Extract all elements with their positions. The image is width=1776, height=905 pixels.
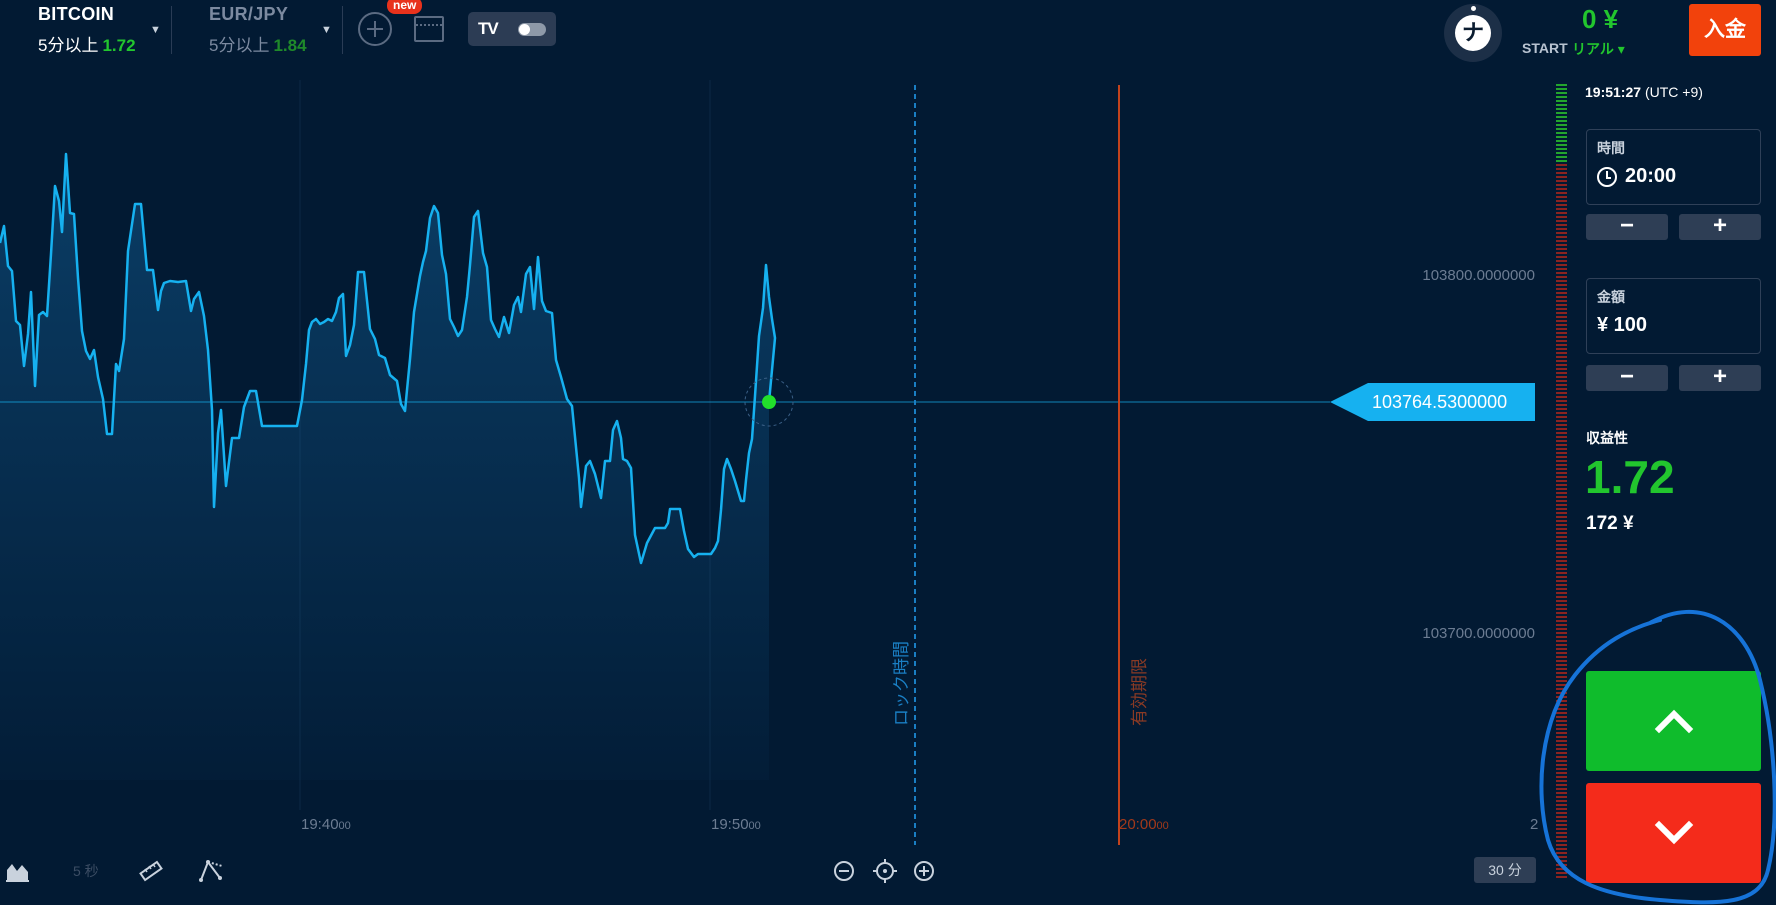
- profitability-value: 1.72: [1585, 451, 1675, 503]
- account-type-select[interactable]: リアル ▾: [1572, 41, 1625, 57]
- drawing-tool-icon[interactable]: [198, 858, 224, 884]
- toggle-switch[interactable]: [518, 23, 546, 36]
- divider: [171, 6, 172, 54]
- deposit-button[interactable]: 入金: [1689, 4, 1761, 56]
- chart-type-icon[interactable]: [6, 860, 30, 882]
- price-axis-label: 103800.0000000: [1422, 267, 1535, 284]
- asset-name: BITCOIN: [38, 4, 115, 24]
- interval-select[interactable]: 5 秒: [73, 863, 99, 879]
- profit-amount: 172 ¥: [1586, 513, 1634, 534]
- amount-decrease-button[interactable]: −: [1586, 365, 1668, 391]
- status-dot: [1471, 6, 1476, 11]
- account-level: START: [1522, 40, 1568, 56]
- chevron-down-icon[interactable]: ▼: [321, 24, 332, 36]
- asset-duration: 5分以上 1.72: [38, 36, 136, 55]
- zoom-out-icon[interactable]: [833, 860, 855, 882]
- clock-icon: [1597, 167, 1617, 187]
- sentiment-bar-bullish: [1556, 84, 1567, 164]
- zoom-in-icon[interactable]: [913, 860, 935, 882]
- timeframe-select[interactable]: 30 分: [1474, 857, 1536, 883]
- time-field[interactable]: 時間 20:00: [1586, 129, 1761, 205]
- chevron-down-icon[interactable]: ▼: [150, 24, 161, 36]
- recenter-icon[interactable]: [873, 859, 897, 883]
- current-price-value: 103764.5300000: [1372, 392, 1508, 412]
- sentiment-bar: [1556, 84, 1567, 880]
- put-down-button[interactable]: [1586, 783, 1761, 883]
- time-axis-label: 19:4000: [301, 816, 351, 833]
- time-value: 20:00: [1625, 165, 1677, 187]
- price-area: [0, 154, 775, 780]
- asset-payout: 1.84: [273, 36, 307, 55]
- time-axis-label: 20:0000: [1119, 816, 1169, 833]
- current-point-dot: [762, 395, 776, 409]
- price-line-layer: [0, 85, 1535, 845]
- time-increase-button[interactable]: +: [1679, 214, 1761, 240]
- asset-duration: 5分以上 1.84: [209, 36, 307, 55]
- profitability-label: 収益性: [1586, 430, 1628, 446]
- arrow-down-icon: [1654, 820, 1693, 845]
- current-price-tag: [1330, 383, 1535, 421]
- amount-field[interactable]: 金額 ¥ 100: [1586, 278, 1761, 354]
- price-axis-label: 103700.0000000: [1422, 625, 1535, 642]
- avatar-initial: ナ: [1455, 15, 1491, 51]
- time-axis-label: 2: [1530, 816, 1539, 833]
- layout-icon[interactable]: [414, 16, 444, 42]
- time-label: 時間: [1597, 140, 1625, 156]
- server-clock: 19:51:27 (UTC +9): [1585, 84, 1703, 100]
- asset-tab-eurjpy[interactable]: EUR/JPY 5分以上 1.84: [209, 4, 307, 56]
- price-line: [0, 152, 777, 565]
- new-badge: new: [387, 0, 423, 14]
- asset-name: EUR/JPY: [209, 4, 289, 24]
- account-balance[interactable]: 0 ¥: [1582, 4, 1619, 34]
- add-asset-icon[interactable]: [358, 12, 392, 46]
- time-decrease-button[interactable]: −: [1586, 214, 1668, 240]
- arrow-up-icon: [1654, 709, 1693, 734]
- expiry-label: 有効期限: [1130, 658, 1149, 726]
- amount-label: 金額: [1597, 289, 1625, 305]
- ruler-icon[interactable]: [139, 859, 163, 883]
- amount-increase-button[interactable]: +: [1679, 365, 1761, 391]
- call-up-button[interactable]: [1586, 671, 1761, 771]
- current-point-ring: [744, 377, 794, 427]
- tradingview-toggle[interactable]: TV: [468, 12, 556, 46]
- asset-tab-bitcoin[interactable]: BITCOIN 5分以上 1.72: [38, 4, 136, 56]
- lock-time-label: ロック時間: [892, 641, 911, 726]
- divider: [342, 6, 343, 54]
- top-bar: BITCOIN 5分以上 1.72 ▼ EUR/JPY 5分以上 1.84 ▼ ne…: [0, 0, 1776, 62]
- time-axis-label: 19:5000: [711, 816, 761, 833]
- tradingview-logo-icon: TV: [478, 19, 499, 38]
- price-chart[interactable]: 103800.0000000 103700.0000000 103764.530…: [0, 80, 1545, 860]
- asset-payout: 1.72: [102, 36, 136, 55]
- amount-value: ¥ 100: [1597, 314, 1648, 336]
